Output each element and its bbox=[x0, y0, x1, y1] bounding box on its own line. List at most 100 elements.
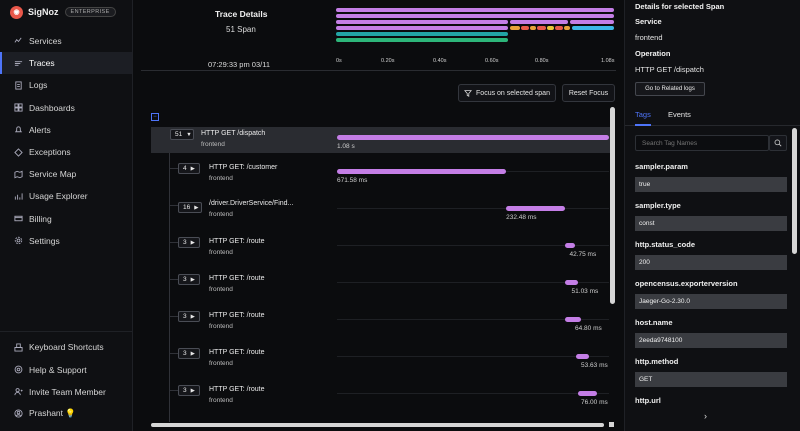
sidebar-item-prashant[interactable]: Prashant 💡 bbox=[0, 403, 133, 425]
collapse-all-icon[interactable]: − bbox=[151, 113, 159, 121]
operation-label: Operation bbox=[635, 49, 671, 58]
caret-down-icon: ▼ bbox=[186, 131, 192, 138]
sidebar-item-label: Help & Support bbox=[29, 364, 87, 375]
tree-branch-line bbox=[169, 242, 178, 243]
span-children-toggle[interactable]: 3 ▶ bbox=[178, 348, 200, 359]
span-children-toggle[interactable]: 3 ▶ bbox=[178, 385, 200, 396]
sidebar-item-service-map[interactable]: Service Map bbox=[0, 163, 132, 185]
minimap-bar bbox=[336, 38, 508, 42]
tree-horizontal-scrollbar[interactable] bbox=[151, 423, 604, 427]
sidebar-item-keyboard-shortcuts[interactable]: Keyboard Shortcuts bbox=[0, 336, 133, 358]
span-duration-bar[interactable] bbox=[564, 280, 578, 285]
sidebar-item-label: Logs bbox=[29, 80, 48, 91]
span-details-panel: Details for selected Span Service fronte… bbox=[624, 0, 800, 431]
tag-key: opencensus.exporterversion bbox=[635, 279, 738, 288]
span-row[interactable]: 3 ▶ HTTP GET: /route frontend 76.00 ms bbox=[151, 383, 611, 409]
panel-scrollbar[interactable] bbox=[792, 128, 797, 254]
traces-icon bbox=[14, 59, 23, 68]
span-duration-label: 42.75 ms bbox=[569, 251, 597, 258]
time-tick-label: 0.40s bbox=[433, 58, 447, 64]
tag-key: http.method bbox=[635, 357, 679, 366]
span-row[interactable]: 3 ▶ HTTP GET: /route frontend 42.75 ms bbox=[151, 235, 611, 261]
span-row[interactable]: 3 ▶ HTTP GET: /route frontend 53.63 ms bbox=[151, 346, 611, 372]
span-duration-label: 76.00 ms bbox=[581, 399, 608, 406]
span-duration-label: 232.48 ms bbox=[506, 214, 537, 221]
span-name: HTTP GET /dispatch bbox=[201, 130, 266, 137]
span-name: HTTP GET: /route bbox=[209, 386, 265, 393]
span-row[interactable]: 4 ▶ HTTP GET: /customer frontend 671.58 ms bbox=[151, 161, 611, 187]
span-timeline-track bbox=[337, 245, 609, 246]
span-duration-bar[interactable] bbox=[577, 391, 597, 396]
sidebar-item-label: Traces bbox=[29, 58, 55, 69]
span-row[interactable]: 16 ▶ /driver.DriverService/Find... frontend… bbox=[151, 198, 611, 228]
settings-icon bbox=[14, 236, 23, 245]
sidebar-item-help-support[interactable]: Help & Support bbox=[0, 358, 133, 380]
minimap-bar bbox=[510, 20, 568, 24]
tab-tags[interactable]: Tags bbox=[635, 110, 651, 119]
service-value: frontend bbox=[635, 33, 663, 42]
tag-key: sampler.type bbox=[635, 201, 681, 210]
minimap-bar bbox=[570, 20, 614, 24]
child-count: 51 bbox=[175, 131, 183, 138]
span-children-toggle[interactable]: 3 ▶ bbox=[178, 237, 200, 248]
span-row[interactable]: 3 ▶ HTTP GET: /route frontend 51.03 ms bbox=[151, 272, 611, 298]
span-children-toggle[interactable]: 16 ▶ bbox=[178, 202, 202, 213]
tag-search-input[interactable] bbox=[635, 135, 769, 151]
sidebar-item-label: Exceptions bbox=[29, 147, 71, 158]
sidebar-item-services[interactable]: Services bbox=[0, 30, 132, 52]
minimap-bar bbox=[530, 26, 536, 30]
span-children-toggle[interactable]: 3 ▶ bbox=[178, 274, 200, 285]
child-count: 3 bbox=[183, 239, 187, 246]
sidebar-item-settings[interactable]: Settings bbox=[0, 230, 132, 252]
sidebar-item-dashboards[interactable]: Dashboards bbox=[0, 97, 132, 119]
sidebar-item-traces[interactable]: Traces bbox=[0, 52, 132, 75]
caret-right-icon: ▶ bbox=[190, 387, 195, 394]
search-icon[interactable] bbox=[769, 135, 787, 151]
span-duration-bar[interactable] bbox=[564, 243, 576, 248]
service-map-icon bbox=[14, 170, 23, 179]
sidebar-item-logs[interactable]: Logs bbox=[0, 74, 132, 96]
span-name: HTTP GET: /customer bbox=[209, 164, 278, 171]
tree-vertical-scrollbar[interactable] bbox=[610, 107, 615, 304]
span-row-root[interactable]: 51 ▼ HTTP GET /dispatch frontend 1.08 s bbox=[151, 127, 611, 153]
sidebar-item-usage-explorer[interactable]: Usage Explorer bbox=[0, 185, 132, 207]
sidebar-item-label: Usage Explorer bbox=[29, 191, 88, 202]
minimap-bar bbox=[555, 26, 563, 30]
related-logs-button[interactable]: Go to Related logs bbox=[635, 82, 705, 96]
span-service: frontend bbox=[201, 141, 225, 148]
span-duration-bar[interactable] bbox=[337, 135, 609, 140]
sidebar-item-label: Service Map bbox=[29, 169, 77, 180]
sidebar-item-alerts[interactable]: Alerts bbox=[0, 119, 132, 141]
sidebar-item-billing[interactable]: Billing bbox=[0, 208, 132, 230]
chevron-right-icon[interactable]: › bbox=[704, 411, 707, 421]
span-duration-bar[interactable] bbox=[337, 169, 507, 174]
minimap-bar bbox=[521, 26, 529, 30]
focus-selected-span-button[interactable]: Focus on selected span bbox=[458, 84, 556, 102]
tag-value: Jaeger-Go-2.30.0 bbox=[635, 294, 787, 309]
focus-button-label: Focus on selected span bbox=[476, 89, 550, 97]
exceptions-icon bbox=[14, 147, 23, 157]
span-children-toggle[interactable]: 51 ▼ bbox=[170, 129, 194, 140]
caret-right-icon: ▶ bbox=[194, 204, 199, 211]
signoz-logo-icon: ◉ bbox=[10, 5, 23, 19]
span-children-toggle[interactable]: 4 ▶ bbox=[178, 163, 200, 174]
span-duration-label: 64.80 ms bbox=[575, 325, 602, 332]
reset-focus-button[interactable]: Reset Focus bbox=[562, 84, 615, 102]
panel-title: Details for selected Span bbox=[635, 2, 725, 11]
logs-icon bbox=[14, 81, 23, 90]
span-duration-bar[interactable] bbox=[564, 317, 581, 322]
filter-icon bbox=[464, 90, 473, 97]
span-children-toggle[interactable]: 3 ▶ bbox=[178, 311, 200, 322]
tree-branch-line bbox=[169, 168, 178, 169]
sidebar-item-label: Dashboards bbox=[29, 102, 75, 113]
tab-events[interactable]: Events bbox=[668, 110, 691, 119]
span-duration-bar[interactable] bbox=[575, 354, 590, 359]
span-duration-bar[interactable] bbox=[506, 206, 565, 211]
keyboard-icon bbox=[14, 343, 23, 352]
sidebar-item-invite-team-member[interactable]: Invite Team Member bbox=[0, 381, 133, 403]
trace-minimap[interactable] bbox=[336, 4, 616, 44]
brand[interactable]: ◉ SigNoz ENTERPRISE bbox=[0, 0, 132, 24]
sidebar-item-exceptions[interactable]: Exceptions bbox=[0, 141, 132, 163]
span-timeline-track bbox=[337, 356, 609, 357]
span-row[interactable]: 3 ▶ HTTP GET: /route frontend 64.80 ms bbox=[151, 309, 611, 335]
